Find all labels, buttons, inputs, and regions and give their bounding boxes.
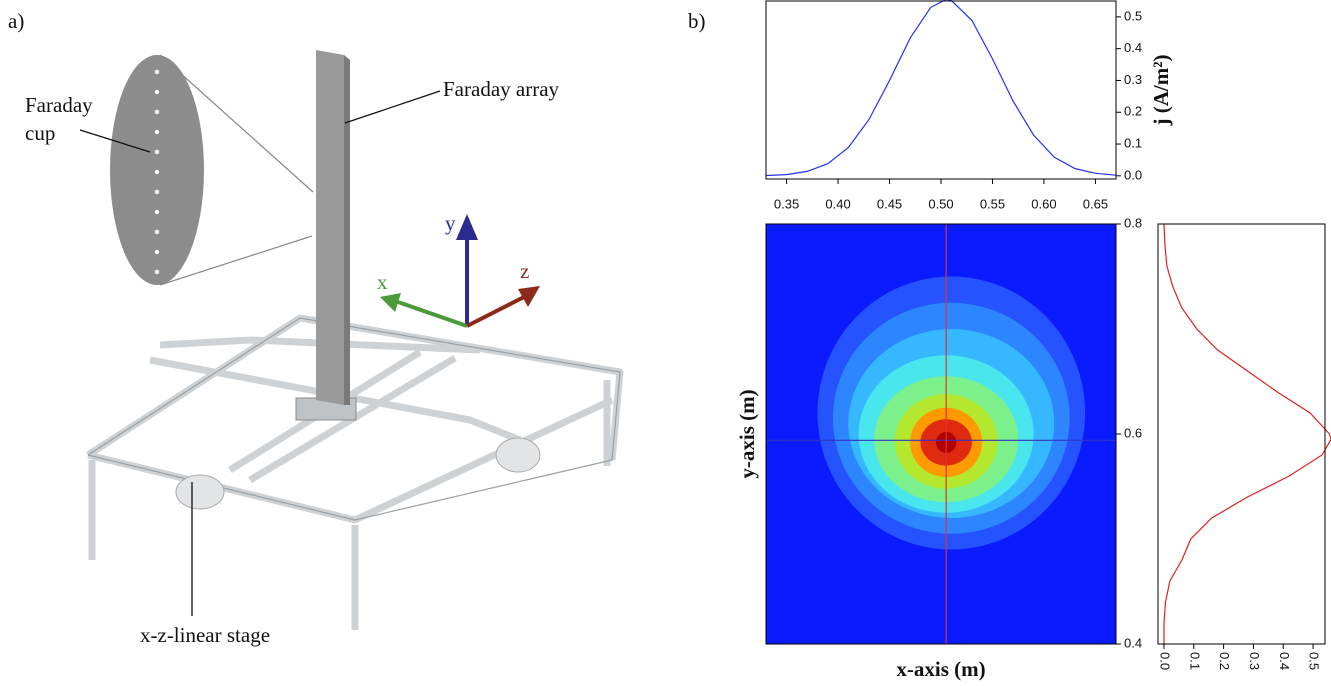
x-tick-label: 0.55 — [980, 196, 1005, 211]
x-axis-label: x-axis (m) — [896, 657, 985, 681]
x-tick-label: 0.40 — [825, 196, 850, 211]
y-tick-label: 0.2 — [1124, 104, 1142, 119]
chart: x-axis (m) y-axis (m) 0.4 0.6 0.8 — [735, 215, 1142, 681]
y-tick-label: 0.5 — [1124, 8, 1142, 23]
plot-frame — [766, 1, 1116, 179]
x-tick-label: 0.60 — [1031, 196, 1056, 211]
apparatus-drawing — [80, 50, 620, 630]
x-tick-label: 0.35 — [774, 196, 799, 211]
contour-map — [766, 224, 1116, 644]
y-tick-label: 0.1 — [1124, 135, 1142, 150]
annotation: cup — [25, 121, 55, 145]
x-tick-label: 0.4 — [1277, 652, 1292, 670]
x-tick-label: 0.45 — [877, 196, 902, 211]
axis-letter: y — [445, 211, 456, 235]
y-axis-label: j (A/m²) — [1149, 54, 1173, 126]
z-arrow — [467, 297, 524, 326]
panel-label: b) — [688, 9, 706, 33]
x-tick-label: 0.50 — [928, 196, 953, 211]
charts: 0.0 0.1 0.2 0.3 0.4 0.5 0.35 0.40 0.45 0.50 0.55 0.… — [735, 0, 1331, 681]
y-tick-label: 0.6 — [1124, 425, 1142, 440]
x-tick-label: 0.5 — [1307, 652, 1322, 670]
y-tick-label: 0.4 — [1124, 40, 1142, 55]
y-tick-label: 0.3 — [1124, 72, 1142, 87]
data-line — [1164, 224, 1331, 644]
panel-label: a) — [8, 9, 24, 33]
annotation: x-z-linear stage — [140, 623, 270, 647]
leader-line — [345, 91, 440, 123]
y-tick-label: 0.8 — [1124, 215, 1142, 230]
plot-frame — [1158, 224, 1325, 644]
x-arrowhead — [380, 293, 401, 312]
tower-side — [344, 55, 350, 405]
motor — [176, 475, 224, 509]
x-tick-label: 0.65 — [1083, 196, 1108, 211]
annotation: Faraday — [25, 93, 93, 117]
data-line — [766, 0, 1116, 176]
x-tick-label: 0.0 — [1158, 652, 1173, 670]
y-tick-label: 0.0 — [1124, 167, 1142, 182]
figure: a) b) Faraday cup Faraday array x-z-line… — [0, 0, 1331, 686]
motor — [496, 438, 540, 472]
x-tick-label: 0.1 — [1187, 652, 1202, 670]
y-arrowhead — [456, 214, 478, 240]
x-tick-label: 0.2 — [1217, 652, 1232, 670]
tower — [316, 50, 344, 405]
y-tick-label: 0.4 — [1124, 635, 1142, 650]
x-tick-label: 0.3 — [1247, 652, 1262, 670]
chart: 0.0 0.1 0.2 0.3 0.4 0.5 — [1158, 224, 1331, 670]
y-axis-label: y-axis (m) — [735, 389, 759, 478]
x-arrow — [398, 302, 467, 326]
axis-letter: z — [520, 259, 529, 283]
annotation: Faraday array — [443, 77, 560, 101]
chart: 0.0 0.1 0.2 0.3 0.4 0.5 0.35 0.40 0.45 0.50 0.55 0.… — [766, 0, 1173, 211]
axis-letter: x — [377, 270, 388, 294]
